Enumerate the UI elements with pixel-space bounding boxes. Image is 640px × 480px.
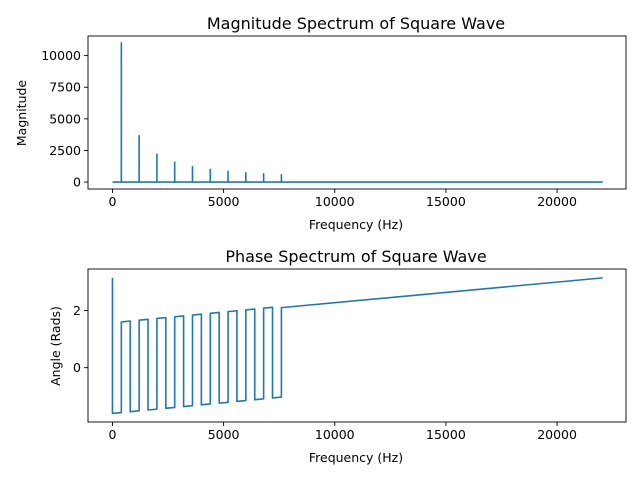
magnitude-x-tick-label: 15000 xyxy=(426,194,466,209)
phase-x-tick-label: 20000 xyxy=(537,427,577,442)
phase-subplot: Phase Spectrum of Square Wave 0 5000 10000… xyxy=(48,247,627,465)
magnitude-subplot: Magnitude Spectrum of Square Wave 0 5000 1… xyxy=(14,14,627,232)
magnitude-title: Magnitude Spectrum of Square Wave xyxy=(207,14,505,33)
magnitude-y-tick-label: 7500 xyxy=(49,80,81,95)
phase-plot-area xyxy=(111,277,603,415)
magnitude-y-tick-label: 5000 xyxy=(49,111,81,126)
magnitude-series-line-0 xyxy=(112,42,603,183)
magnitude-y-tick-label: 10000 xyxy=(41,48,81,63)
phase-axes-frame xyxy=(87,268,627,423)
phase-x-tick-label: 15000 xyxy=(426,427,466,442)
phase-x-axis-label: Frequency (Hz) xyxy=(309,450,403,465)
phase-series-line-0 xyxy=(111,277,603,415)
phase-y-tick-label: 2 xyxy=(73,303,81,318)
magnitude-x-tick-label: 20000 xyxy=(537,194,577,209)
phase-x-tick-label: 10000 xyxy=(315,427,355,442)
phase-y-axis-label: Angle (Rads) xyxy=(48,306,63,386)
phase-x-ticks: 0 5000 10000 15000 20000 xyxy=(108,422,577,442)
phase-x-tick-label: 5000 xyxy=(208,427,240,442)
phase-x-tick-label: 0 xyxy=(108,427,116,442)
magnitude-axes-frame xyxy=(87,35,627,190)
phase-title: Phase Spectrum of Square Wave xyxy=(225,247,486,266)
magnitude-y-axis-label: Magnitude xyxy=(14,80,29,147)
magnitude-x-tick-label: 5000 xyxy=(208,194,240,209)
phase-y-tick-label: 0 xyxy=(73,360,81,375)
magnitude-plot-area xyxy=(112,42,603,183)
magnitude-x-axis-label: Frequency (Hz) xyxy=(309,217,403,232)
magnitude-y-tick-label: 0 xyxy=(73,175,81,190)
magnitude-x-tick-label: 0 xyxy=(108,194,116,209)
magnitude-y-tick-label: 2500 xyxy=(49,143,81,158)
magnitude-x-tick-label: 10000 xyxy=(315,194,355,209)
magnitude-x-ticks: 0 5000 10000 15000 20000 xyxy=(108,189,577,209)
phase-y-ticks: 02 xyxy=(73,303,88,375)
magnitude-y-ticks: 0 2500 5000 7500 10000 xyxy=(41,48,88,190)
